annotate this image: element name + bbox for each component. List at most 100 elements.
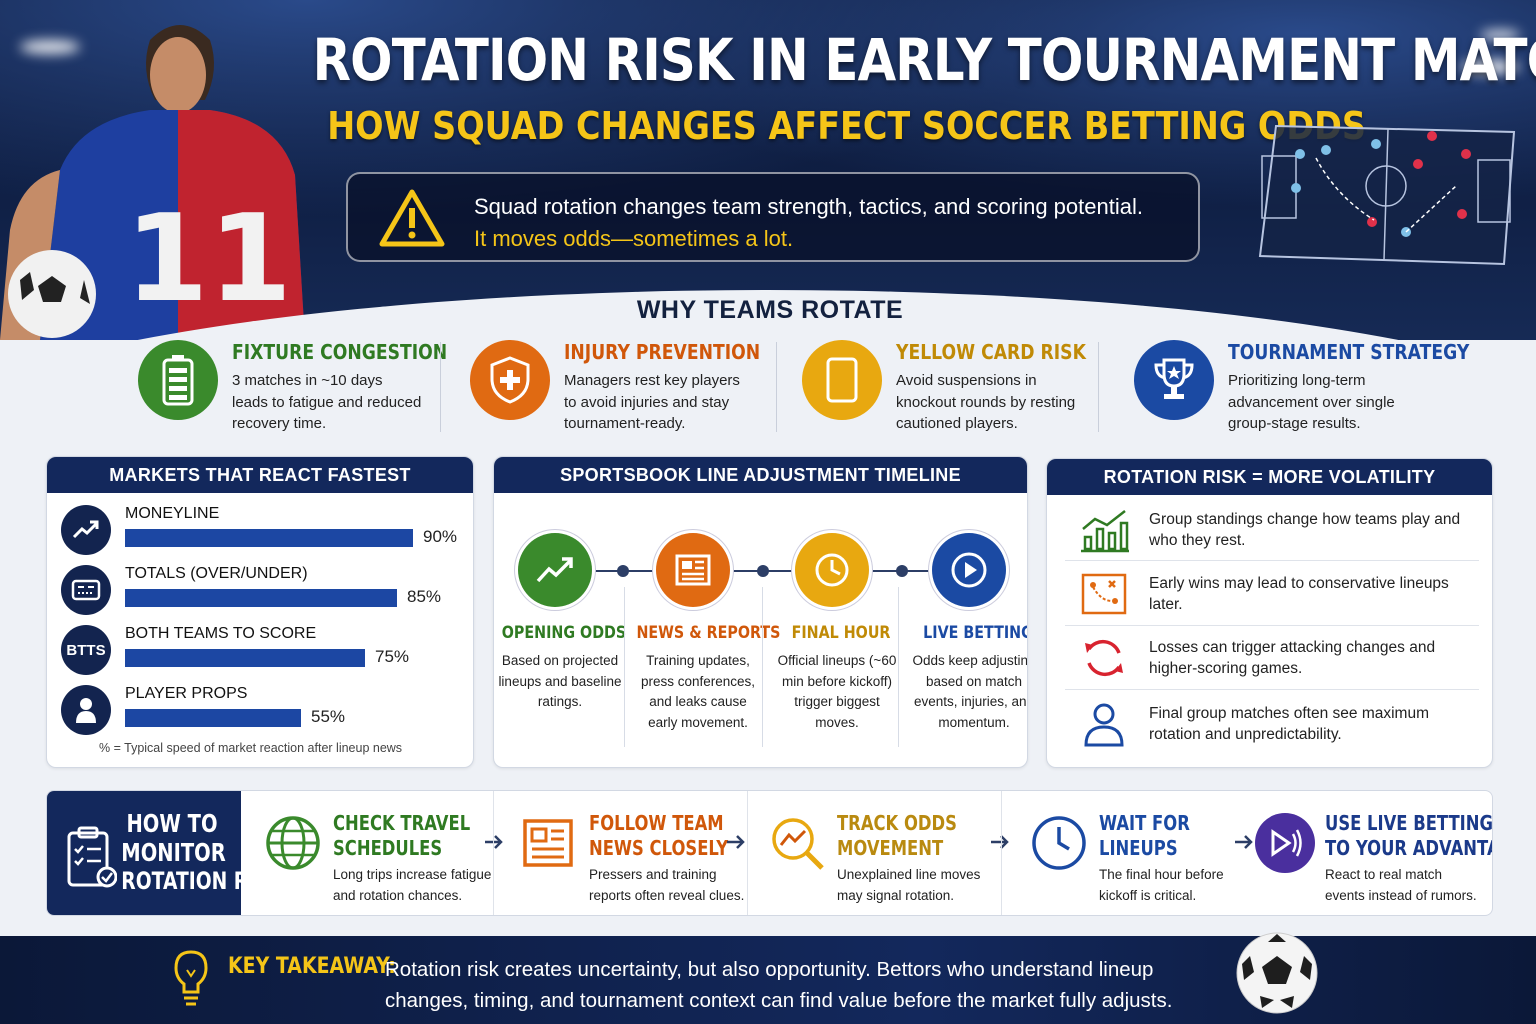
monitor-step-desc: Unexplained line moves may signal rotati… — [837, 867, 981, 903]
yellow-card-icon — [802, 340, 882, 420]
monitor-step: WAIT FOR LINEUPS The final hour before ki… — [1029, 791, 1249, 915]
timeline-step-title: OPENING ODDS — [501, 623, 627, 643]
divider — [1098, 342, 1099, 432]
volatility-item: Final group matches often see maximum ro… — [1065, 697, 1479, 757]
market-row: TOTALS (OVER/UNDER) 85% — [61, 563, 461, 619]
trend-up-icon — [61, 505, 111, 555]
timeline-line — [554, 570, 954, 572]
divider — [776, 342, 777, 432]
clock-icon — [795, 533, 869, 607]
arrow-right-icon — [991, 835, 1009, 849]
divider — [440, 342, 441, 432]
refresh-icon — [1085, 639, 1123, 677]
volatility-item: Group standings change how teams play an… — [1065, 503, 1479, 563]
reason-title: INJURY PREVENTION — [564, 340, 761, 364]
market-percent: 55% — [311, 707, 346, 726]
stadium-light — [20, 40, 80, 54]
key-takeaway-text: Rotation risk creates uncertainty, but a… — [385, 958, 1173, 1012]
alert-highlight: It moves odds—sometimes a lot. — [474, 226, 794, 251]
timeline-step-title: NEWS & REPORTS — [636, 623, 781, 643]
reason-title: TOURNAMENT STRATEGY — [1228, 340, 1470, 364]
scoreboard-icon — [61, 565, 111, 615]
globe-icon — [266, 816, 320, 870]
timeline-dot — [896, 565, 908, 577]
play-icon — [932, 533, 1006, 607]
arrow-right-icon — [1235, 835, 1253, 849]
person-icon — [61, 685, 111, 735]
market-bar — [125, 649, 365, 667]
reason-desc: Avoid suspensions in knockout rounds by … — [896, 372, 1076, 432]
timeline-title: SPORTSBOOK LINE ADJUSTMENT TIMELINE — [494, 457, 1027, 493]
divider — [762, 587, 763, 747]
divider — [1065, 560, 1479, 561]
stadium-light — [1480, 30, 1520, 40]
monitor-strip: HOW TO MONITOR ROTATION RISK CHECK TRAVE… — [46, 790, 1493, 916]
markets-panel: MARKETS THAT REACT FASTEST MONEYLINE 90%… — [46, 456, 474, 768]
trophy-icon — [1134, 340, 1214, 420]
markets-note: % = Typical speed of market reaction aft… — [99, 741, 403, 755]
reason-desc: 3 matches in ~10 days leads to fatigue a… — [232, 372, 422, 432]
volatility-item: Losses can trigger attacking changes and… — [1065, 631, 1479, 691]
market-percent: 75% — [375, 647, 410, 666]
divider — [898, 587, 899, 747]
volatility-title: ROTATION RISK = MORE VOLATILITY — [1047, 459, 1492, 495]
monitor-title: HOW TO MONITOR ROTATION RISK — [121, 809, 284, 895]
monitor-step-title: WAIT FOR LINEUPS — [1099, 811, 1190, 860]
reason-title: YELLOW CARD RISK — [896, 340, 1086, 364]
market-row: MONEYLINE 90% — [61, 503, 461, 559]
reason-desc: Prioritizing long-term advancement over … — [1228, 372, 1395, 432]
markets-title: MARKETS THAT REACT FASTEST — [47, 457, 473, 493]
timeline-panel: SPORTSBOOK LINE ADJUSTMENT TIMELINE OPEN… — [493, 456, 1028, 768]
arrow-right-icon — [485, 835, 503, 849]
checklist-icon — [67, 826, 117, 888]
user-icon — [1084, 703, 1124, 747]
volatility-text: Final group matches often see maximum ro… — [1149, 705, 1429, 743]
btts-badge: BTTS — [61, 625, 111, 675]
monitor-step-desc: Long trips increase fatigue and rotation… — [333, 867, 492, 903]
lightbulb-icon — [174, 950, 208, 1006]
page-subtitle: HOW SQUAD CHANGES AFFECT SOCCER BETTING … — [327, 104, 1366, 148]
reason-fixture-congestion: FIXTURE CONGESTION 3 matches in ~10 days… — [138, 338, 447, 434]
market-percent: 85% — [407, 587, 442, 606]
newspaper-icon — [656, 533, 730, 607]
timeline-step: FINAL HOUR Official lineups (~60 min bef… — [773, 493, 909, 753]
tactics-board-icon — [1081, 573, 1127, 615]
volatility-text: Early wins may lead to conservative line… — [1149, 575, 1449, 613]
timeline-step-title: LIVE BETTING — [923, 623, 1028, 643]
magnifier-chart-icon — [772, 818, 824, 870]
monitor-step-title: FOLLOW TEAM NEWS CLOSELY — [589, 811, 729, 860]
divider — [493, 791, 494, 915]
page-title: ROTATION RISK IN EARLY TOURNAMENT MATCHE… — [312, 26, 1536, 94]
trend-up-icon — [518, 533, 592, 607]
timeline-step-desc: Odds keep adjusting based on match event… — [912, 653, 1028, 730]
market-label: BOTH TEAMS TO SCORE — [125, 625, 317, 642]
jersey-number: 11 — [125, 190, 292, 329]
timeline-step-desc: Training updates, press conferences, and… — [640, 653, 756, 730]
market-row: PLAYER PROPS 55% — [61, 683, 461, 739]
stadium-light — [1460, 60, 1520, 74]
monitor-step: TRACK ODDS MOVEMENT Unexplained line move… — [767, 791, 1007, 915]
timeline-step: NEWS & REPORTS Training updates, press c… — [634, 493, 781, 753]
market-bar — [125, 589, 397, 607]
arrow-right-icon — [727, 835, 745, 849]
alert-text: Squad rotation changes team strength, ta… — [474, 194, 1143, 219]
key-takeaway-label: KEY TAKEAWAY: — [228, 954, 396, 979]
market-bar — [125, 709, 301, 727]
battery-icon — [138, 340, 218, 420]
volatility-text: Losses can trigger attacking changes and… — [1149, 639, 1436, 677]
hero-banner: 11 ROTATION RISK IN EARLY TOURNAMENT MAT… — [0, 0, 1536, 340]
divider — [1065, 625, 1479, 626]
timeline-dot — [757, 565, 769, 577]
timeline-step-desc: Based on projected lineups and baseline … — [498, 653, 622, 709]
shield-plus-icon — [470, 340, 550, 420]
market-bar — [125, 529, 413, 547]
clock-icon — [1032, 816, 1086, 870]
monitor-step-desc: React to real match events instead of ru… — [1325, 867, 1477, 903]
volatility-panel: ROTATION RISK = MORE VOLATILITY Group st… — [1046, 458, 1493, 768]
tactics-board-illustration — [1258, 124, 1516, 266]
reason-desc: Managers rest key players to avoid injur… — [564, 372, 740, 432]
timeline-step: LIVE BETTING Odds keep adjusting based o… — [910, 493, 1028, 753]
soccer-player-illustration: 11 — [0, 25, 305, 340]
